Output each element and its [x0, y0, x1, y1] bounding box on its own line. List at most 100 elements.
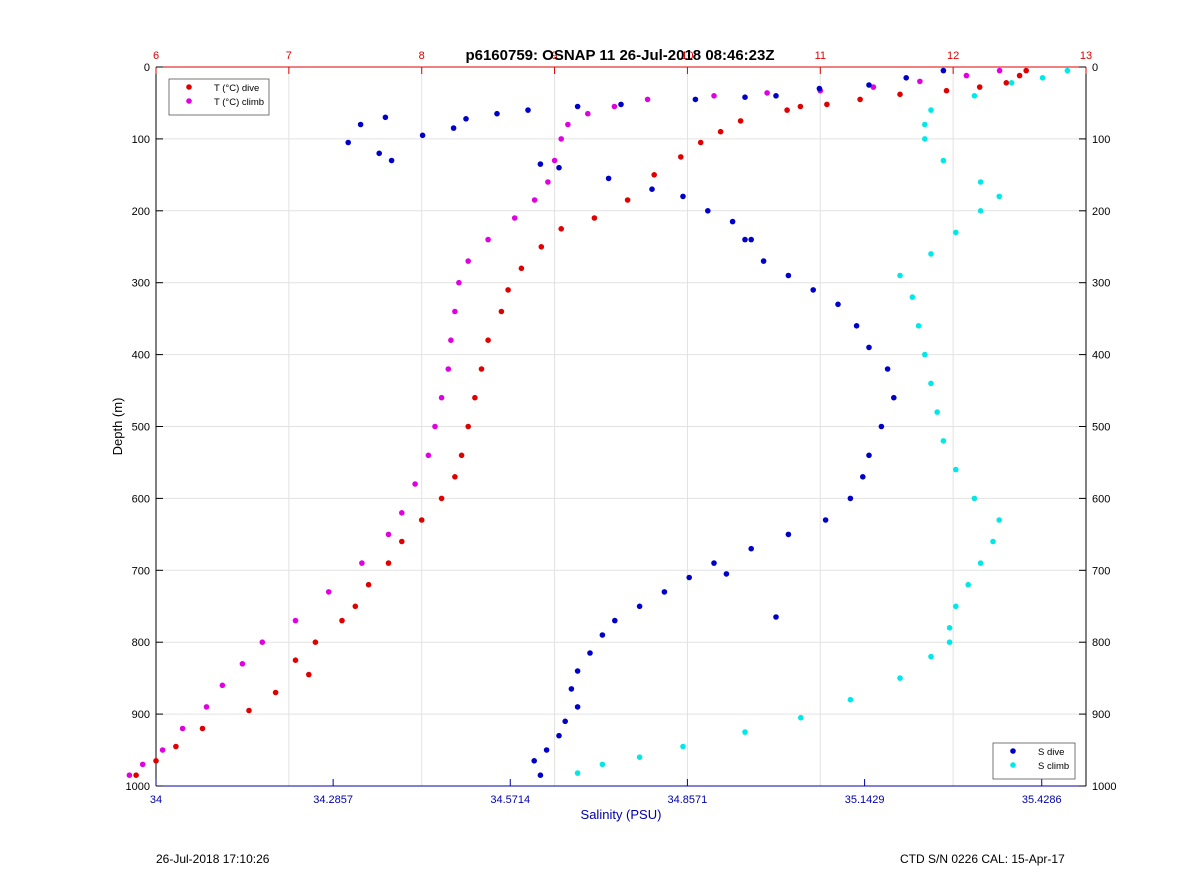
- data-point: [928, 107, 934, 113]
- data-point: [943, 87, 950, 94]
- data-point: [551, 157, 558, 164]
- series-s-dive: [345, 67, 947, 778]
- data-point: [897, 91, 903, 98]
- data-point: [292, 657, 299, 663]
- data-point: [737, 118, 744, 124]
- series-t-c-climb: [126, 67, 1003, 778]
- depth-tick-label-right: 0: [1092, 62, 1098, 74]
- data-point: [605, 175, 612, 182]
- data-point: [219, 682, 226, 689]
- data-point: [915, 323, 922, 329]
- temperature-tick-label: 9: [552, 50, 558, 62]
- data-point: [742, 236, 748, 243]
- temperature-tick-label: 10: [681, 50, 693, 62]
- data-point: [723, 571, 730, 577]
- data-point: [518, 265, 525, 272]
- data-point: [764, 90, 770, 96]
- data-point: [425, 452, 432, 459]
- data-point: [680, 743, 686, 750]
- data-point: [456, 279, 462, 286]
- data-point: [339, 617, 345, 624]
- data-point: [853, 323, 860, 329]
- data-point: [587, 650, 593, 656]
- data-point: [452, 308, 458, 315]
- data-point: [574, 668, 581, 674]
- data-point: [478, 366, 485, 372]
- data-point: [365, 581, 372, 588]
- data-point: [399, 510, 405, 516]
- data-point: [928, 251, 934, 257]
- temperature-tick-label: 13: [1080, 50, 1092, 62]
- data-point: [611, 103, 618, 110]
- data-point: [388, 157, 395, 164]
- data-point: [860, 474, 866, 480]
- data-point: [651, 172, 657, 178]
- legend-salinity-entry: S climb: [1038, 761, 1069, 772]
- data-point: [498, 308, 505, 315]
- data-point: [797, 103, 804, 110]
- data-point: [545, 179, 551, 185]
- data-point: [359, 560, 365, 566]
- data-point: [591, 215, 598, 221]
- data-point: [412, 481, 418, 487]
- data-point: [857, 96, 863, 103]
- data-point: [599, 761, 606, 768]
- temperature-tick-label: 7: [286, 50, 292, 62]
- data-point: [729, 218, 736, 225]
- data-point: [928, 380, 934, 387]
- data-point: [636, 754, 643, 760]
- data-point: [847, 495, 854, 502]
- data-point: [139, 761, 146, 768]
- data-point: [835, 301, 841, 308]
- data-point: [816, 85, 823, 92]
- legend-temperature-box: [168, 78, 270, 116]
- data-point: [562, 718, 568, 725]
- data-point: [940, 157, 947, 164]
- depth-tick-label-right: 700: [1092, 565, 1110, 577]
- data-point: [452, 474, 458, 480]
- data-point: [574, 103, 581, 110]
- legend-salinity: S dive S climb: [992, 742, 1076, 780]
- data-point: [485, 337, 491, 344]
- data-point: [891, 394, 897, 401]
- data-point: [971, 93, 978, 99]
- salinity-tick-label: 34.2857: [313, 794, 353, 806]
- depth-tick-label-left: 0: [144, 62, 150, 74]
- data-point: [618, 101, 624, 108]
- salinity-tick-label: 34: [150, 794, 162, 806]
- data-point: [996, 517, 1002, 523]
- data-point: [438, 394, 445, 401]
- data-point: [810, 287, 816, 293]
- series-t-c-dive: [133, 67, 1029, 778]
- data-point: [697, 139, 704, 146]
- depth-tick-label-left: 300: [132, 278, 150, 290]
- data-point: [717, 128, 724, 135]
- salinity-axis-label: Salinity (PSU): [581, 807, 662, 822]
- data-point: [463, 116, 469, 122]
- legend-salinity-marker: [1010, 748, 1016, 754]
- data-point: [565, 121, 571, 128]
- data-point: [922, 121, 928, 128]
- data-point: [946, 639, 953, 645]
- data-point: [538, 244, 545, 250]
- data-point: [773, 614, 779, 620]
- temperature-tick-label: 12: [947, 50, 959, 62]
- data-point: [199, 725, 206, 732]
- data-point: [996, 193, 1002, 200]
- data-point: [568, 686, 575, 692]
- data-point: [884, 366, 891, 372]
- data-point: [878, 423, 885, 430]
- data-point: [996, 67, 1003, 74]
- data-point: [922, 351, 928, 358]
- data-point: [1016, 72, 1023, 79]
- data-point: [345, 139, 352, 146]
- legend-temperature-entry: T (°C) dive: [214, 83, 259, 94]
- depth-tick-label-left: 100: [132, 134, 150, 146]
- temperature-tick-label: 11: [815, 50, 826, 62]
- data-point: [847, 696, 854, 703]
- data-point: [870, 84, 877, 90]
- data-point: [399, 538, 405, 545]
- data-point: [292, 617, 299, 624]
- data-point: [574, 770, 581, 776]
